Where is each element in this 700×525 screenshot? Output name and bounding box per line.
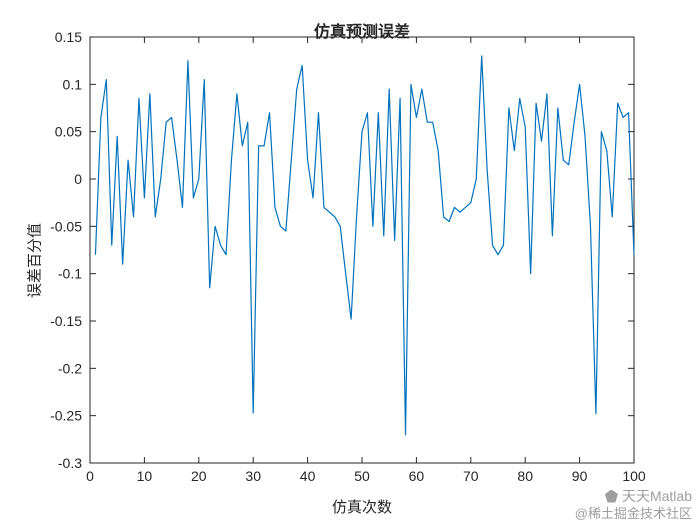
y-axis-label: 误差百分值: [26, 223, 44, 299]
y-tick-label: -0.2: [58, 360, 82, 376]
x-tick-label: 60: [409, 468, 425, 484]
axes-box: [89, 36, 635, 464]
y-tick-label: 0.1: [63, 76, 83, 92]
x-tick-label: 80: [517, 468, 533, 484]
x-tick-label: 50: [354, 468, 370, 484]
x-tick-label: 100: [622, 468, 646, 484]
x-tick-label: 0: [86, 468, 94, 484]
x-tick-label: 10: [137, 468, 153, 484]
watermark-brand: 天天Matlab: [621, 487, 692, 504]
y-tick-label: -0.15: [50, 313, 82, 329]
y-tick-label: -0.05: [50, 218, 82, 234]
y-tick-label: -0.3: [58, 455, 82, 471]
y-tick-label: 0.05: [55, 124, 82, 140]
pentagon-gem-icon: [604, 489, 618, 503]
y-tick-label: -0.25: [50, 408, 82, 424]
y-tick-label: 0.15: [55, 29, 82, 45]
data-line: [94, 55, 635, 436]
x-axis-label: 仿真次数: [331, 499, 392, 516]
chart-title: 仿真预测误差: [313, 24, 410, 41]
x-tick-label: 70: [463, 468, 479, 484]
y-tick-label: 0: [74, 171, 82, 187]
x-tick-label: 90: [572, 468, 588, 484]
y-tick-label: -0.1: [58, 266, 82, 282]
watermark-community: @稀土掘金技术社区: [574, 506, 692, 522]
x-tick-label: 20: [191, 468, 207, 484]
watermark: 天天Matlab @稀土掘金技术社区: [575, 487, 692, 523]
watermark-line1: 天天Matlab: [575, 487, 692, 506]
x-tick-label: 40: [300, 468, 316, 484]
x-tick-label: 30: [245, 468, 261, 484]
